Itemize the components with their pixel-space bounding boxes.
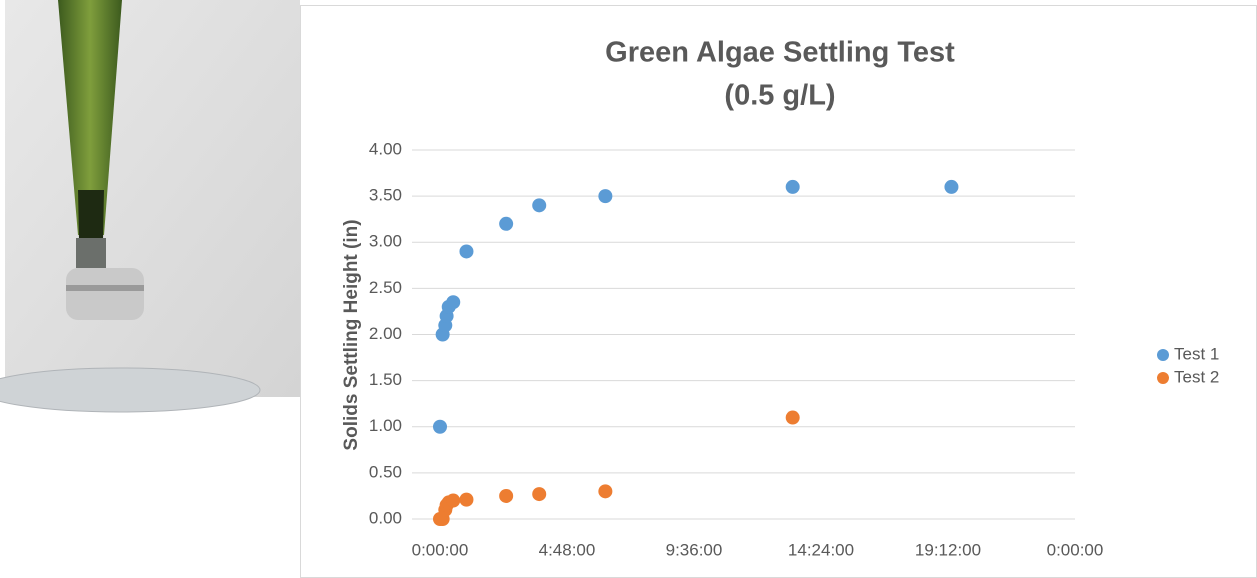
legend-label: Test 1 <box>1174 344 1219 363</box>
y-tick-label: 0.50 <box>369 462 402 481</box>
legend-marker <box>1157 372 1169 384</box>
data-point <box>532 487 547 502</box>
data-point <box>598 484 613 499</box>
y-tick-label: 3.50 <box>369 186 402 205</box>
y-tick-label: 4.00 <box>369 139 402 158</box>
chart-subtitle: (0.5 g/L) <box>724 80 835 112</box>
data-point <box>532 198 547 213</box>
y-tick-label: 2.00 <box>369 324 402 343</box>
x-tick-label: 9:36:00 <box>666 540 723 559</box>
photo <box>0 0 300 413</box>
y-axis-label: Solids Settling Height (in) <box>341 219 362 450</box>
chart-title: Green Algae Settling Test <box>605 37 955 69</box>
data-point <box>459 492 474 507</box>
data-point <box>785 179 800 194</box>
data-point <box>446 493 461 508</box>
x-tick-label: 14:24:00 <box>788 540 854 559</box>
data-point <box>433 419 447 434</box>
y-tick-label: 1.50 <box>369 370 402 389</box>
x-tick-label: 0:00:00 <box>1047 540 1104 559</box>
data-point <box>446 295 461 310</box>
data-point <box>785 410 800 425</box>
x-tick-label: 0:00:00 <box>412 540 469 559</box>
legend-marker <box>1157 349 1169 361</box>
y-tick-label: 2.50 <box>369 278 402 297</box>
data-point <box>944 179 959 194</box>
y-tick-label: 0.00 <box>369 508 402 527</box>
y-tick-label: 3.00 <box>369 232 402 251</box>
data-point <box>598 189 613 204</box>
x-tick-label: 4:48:00 <box>539 540 596 559</box>
legend-label: Test 2 <box>1174 367 1219 386</box>
x-tick-label: 19:12:00 <box>915 540 981 559</box>
data-point <box>459 244 474 259</box>
y-tick-label: 1.00 <box>369 416 402 435</box>
data-point <box>499 216 514 231</box>
data-point <box>499 488 514 503</box>
